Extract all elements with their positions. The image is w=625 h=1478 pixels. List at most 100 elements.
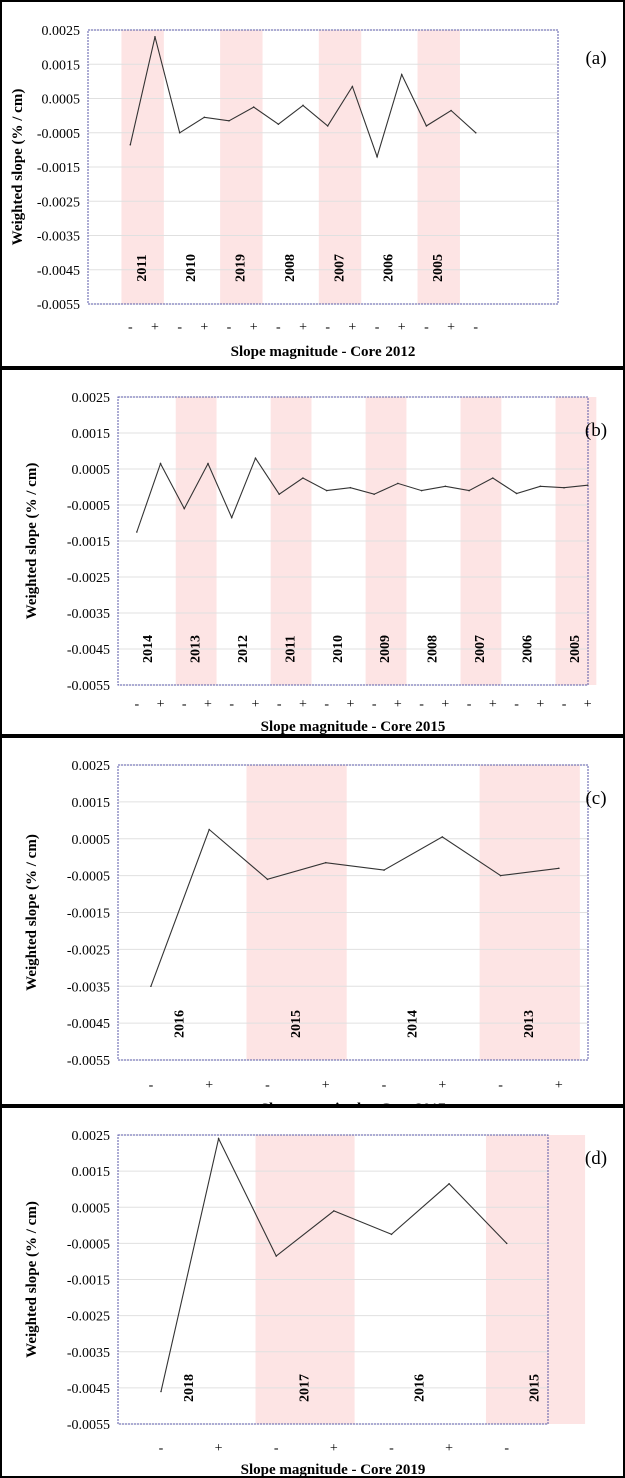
x-tick-label: -: [265, 1078, 270, 1093]
year-label: 2005: [568, 635, 583, 663]
x-axis-title: Slope magnitude - Core 2012: [231, 344, 416, 360]
x-tick-label: -: [134, 697, 139, 712]
x-axis-title: Slope magnitude - Core 2019: [241, 1462, 426, 1478]
x-tick-label: +: [438, 1078, 446, 1093]
data-point: [397, 482, 399, 485]
y-axis-title: Weighted slope (% / cm): [10, 89, 26, 246]
data-point: [450, 109, 452, 112]
x-tick-label: -: [274, 1441, 279, 1456]
year-label: 2019: [234, 254, 249, 282]
year-label: 2010: [184, 254, 199, 282]
y-tick-label: -0.0005: [67, 499, 110, 514]
y-tick-label: 0.0005: [72, 833, 111, 848]
data-point: [448, 1182, 450, 1185]
data-point: [129, 143, 132, 146]
x-tick-label: -: [419, 697, 424, 712]
y-tick-label: -0.0035: [37, 230, 80, 245]
y-axis-title: Weighted slope (% / cm): [24, 1201, 40, 1358]
year-label: 2009: [378, 635, 393, 663]
data-point: [278, 493, 281, 495]
y-tick-label: -0.0015: [67, 1274, 110, 1289]
year-label: 2014: [405, 1010, 420, 1038]
x-tick-label: -: [498, 1078, 503, 1093]
x-tick-label: -: [182, 697, 187, 712]
year-label: 2016: [172, 1010, 187, 1038]
x-tick-label: +: [322, 1078, 330, 1093]
data-point: [376, 155, 378, 158]
panel-label: (d): [585, 1148, 607, 1169]
data-point: [154, 36, 156, 38]
data-point: [325, 489, 328, 492]
year-label: 2005: [431, 254, 446, 282]
x-tick-label: +: [394, 697, 402, 712]
x-tick-label: -: [504, 1441, 509, 1456]
x-tick-label: -: [159, 1441, 164, 1456]
y-tick-label: -0.0015: [37, 161, 80, 176]
x-tick-label: +: [348, 320, 356, 335]
year-label: 2008: [426, 635, 441, 663]
y-tick-label: 0.0015: [72, 427, 111, 442]
data-point: [492, 477, 494, 479]
data-point: [558, 867, 560, 870]
data-point: [208, 828, 210, 831]
y-tick-label: -0.0035: [67, 1346, 110, 1361]
x-tick-label: +: [200, 320, 208, 335]
data-point: [150, 985, 152, 988]
x-tick-label: +: [252, 697, 260, 712]
data-point: [400, 73, 403, 76]
x-tick-label: -: [177, 320, 182, 335]
y-tick-label: -0.0025: [67, 571, 110, 586]
chart-panel-d: 0.0025 0.0015 0.0005 -0.0005 -0.0015 -0.0025 -…: [0, 1106, 625, 1478]
x-tick-label: +: [447, 320, 455, 335]
x-tick-label: -: [375, 320, 380, 335]
series-line: [150, 828, 559, 987]
data-point: [349, 486, 352, 489]
y-tick-label: 0.0005: [72, 463, 111, 478]
x-tick-label: -: [514, 697, 519, 712]
year-label: 2013: [522, 1010, 537, 1038]
y-tick-label: 0.0005: [42, 93, 81, 108]
x-tick-label: -: [473, 320, 478, 335]
x-tick-label: -: [149, 1078, 154, 1093]
data-point: [586, 484, 589, 486]
y-axis-title: Weighted slope (% / cm): [24, 834, 40, 991]
x-tick-label: +: [157, 697, 165, 712]
x-tick-label: +: [346, 697, 354, 712]
data-point: [390, 1233, 393, 1236]
y-tick-label: 0.0005: [72, 1201, 111, 1216]
y-tick-label: -0.0025: [67, 1310, 110, 1325]
data-point: [230, 516, 233, 519]
year-label: 2017: [297, 1374, 312, 1402]
data-point: [474, 131, 477, 134]
data-point: [207, 462, 209, 465]
year-label: 2006: [521, 635, 536, 663]
x-axis-title: Slope magnitude - Core 2015: [261, 719, 446, 735]
year-label: 2015: [528, 1374, 543, 1402]
data-point: [183, 507, 186, 510]
x-tick-label: -: [372, 697, 377, 712]
data-point: [136, 531, 138, 533]
x-tick-label: -: [227, 320, 232, 335]
plot-area-border: [117, 396, 589, 686]
y-tick-label: -0.0045: [67, 1382, 110, 1397]
year-label: 2007: [473, 635, 488, 663]
data-point: [159, 462, 162, 465]
data-point: [178, 131, 181, 134]
year-label: 2013: [188, 635, 203, 663]
panel-frame: [0, 0, 625, 368]
data-point: [505, 1242, 508, 1245]
x-tick-label: +: [555, 1078, 563, 1093]
x-tick-label: +: [441, 697, 449, 712]
year-label: 2006: [382, 254, 397, 282]
data-point: [444, 485, 447, 488]
year-label: 2008: [283, 254, 298, 282]
year-label: 2010: [331, 635, 346, 663]
data-point: [275, 1255, 278, 1257]
x-tick-label: -: [424, 320, 429, 335]
y-tick-label: -0.0015: [67, 535, 110, 550]
y-tick-label: -0.0045: [67, 643, 110, 658]
data-point: [351, 85, 354, 88]
x-tick-label: -: [324, 697, 329, 712]
y-tick-label: -0.0015: [67, 907, 110, 922]
